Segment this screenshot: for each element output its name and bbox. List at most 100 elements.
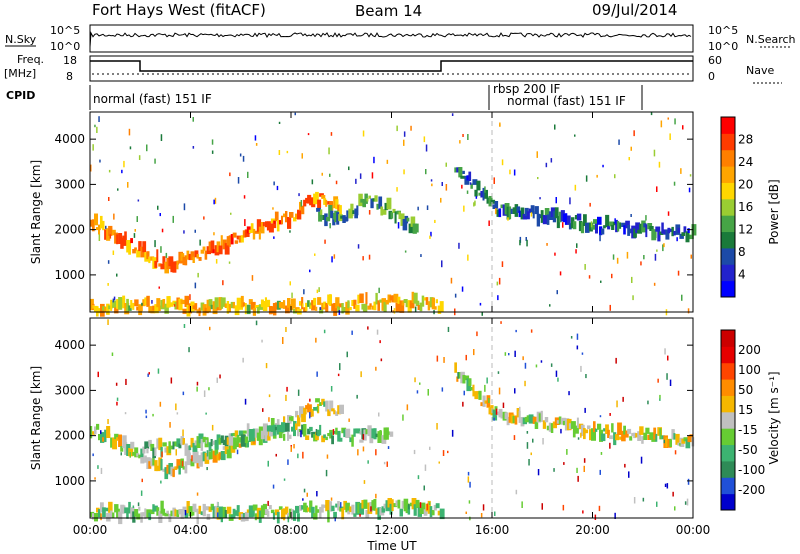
echo-speck	[484, 384, 486, 392]
echo-speck	[666, 483, 669, 489]
echo-cell	[180, 253, 185, 261]
echo-speck	[300, 430, 302, 438]
echo-cell	[90, 219, 94, 227]
echo-speck	[107, 283, 109, 286]
echo-speck	[315, 337, 317, 343]
echo-cell	[144, 455, 147, 463]
echo-cell	[405, 503, 409, 514]
echo-cell	[514, 204, 519, 217]
echo-cell	[472, 179, 478, 185]
echo-cell	[431, 510, 435, 516]
echo-cell	[309, 197, 312, 206]
echo-cell	[293, 510, 297, 521]
echo-speck	[160, 246, 162, 253]
echo-cell	[270, 426, 274, 432]
echo-cell	[278, 432, 283, 439]
echo-cell	[390, 211, 394, 219]
echo-speck	[451, 113, 454, 116]
echo-cell	[164, 303, 169, 314]
cpid-segment-2: rbsp 200 IF	[493, 82, 560, 96]
echo-cell	[283, 300, 286, 309]
echo-speck	[330, 132, 333, 136]
echo-cell	[371, 305, 375, 310]
colorbar-frame	[720, 329, 736, 511]
echo-speck	[94, 477, 96, 480]
echo-cell	[607, 429, 610, 438]
echo-cell	[283, 508, 286, 521]
echo-cell	[238, 430, 244, 436]
echo-cell	[339, 404, 344, 414]
echo-cell	[178, 465, 181, 475]
echo-cell	[146, 251, 150, 260]
echo-cell	[236, 434, 240, 442]
echo-speck	[215, 259, 218, 264]
echo-cell	[325, 436, 328, 441]
echo-cell	[124, 442, 128, 455]
echo-cell	[341, 303, 344, 314]
echo-speck	[161, 451, 163, 458]
colorbar-tick-label: 15	[738, 403, 753, 417]
echo-speck	[329, 223, 331, 229]
echo-cell	[192, 450, 196, 463]
y-tick-label: 2000	[54, 223, 85, 237]
echo-cell	[386, 197, 392, 210]
echo-cell	[242, 513, 247, 518]
echo-cell	[510, 414, 515, 424]
echo-speck	[378, 412, 380, 417]
echo-speck	[473, 202, 475, 207]
echo-cell	[591, 428, 596, 441]
echo-cell	[629, 228, 633, 234]
echo-cell	[542, 420, 547, 429]
echo-cell	[401, 500, 404, 509]
echo-cell	[214, 439, 219, 450]
echo-speck	[650, 112, 653, 116]
echo-speck	[664, 483, 667, 487]
echo-cell	[641, 436, 644, 444]
echo-speck	[375, 366, 377, 371]
echo-cell	[534, 206, 539, 215]
echo-cell	[387, 498, 392, 508]
colorbar-tick-label: -50	[738, 443, 758, 457]
echo-cell	[218, 297, 222, 310]
x-tick-label: 00:00	[676, 523, 711, 537]
beam-title: Beam 14	[355, 2, 422, 20]
echo-speck	[663, 439, 665, 444]
colorbar-swatch	[721, 428, 735, 446]
echo-speck	[496, 281, 499, 286]
echo-cell	[611, 423, 614, 433]
echo-speck	[647, 400, 649, 405]
echo-cell	[258, 434, 263, 446]
echo-cell	[615, 434, 620, 441]
colorbar-swatch	[721, 231, 735, 249]
echo-cell	[671, 429, 675, 440]
echo-cell	[216, 453, 220, 461]
echo-cell	[184, 443, 188, 456]
echo-speck	[600, 280, 602, 283]
echo-speck	[480, 513, 483, 518]
echo-cell	[106, 512, 111, 522]
echo-cell	[393, 503, 398, 508]
echo-cell	[250, 301, 256, 310]
echo-cell	[242, 302, 245, 307]
echo-cell	[278, 220, 283, 225]
echo-speck	[203, 390, 206, 397]
echo-cell	[252, 228, 256, 240]
echo-speck	[622, 396, 624, 402]
echo-cell	[657, 231, 661, 242]
echo-cell	[212, 440, 215, 445]
echo-cell	[331, 435, 334, 445]
echo-cell	[425, 297, 429, 305]
echo-cell	[154, 260, 158, 268]
echo-cell	[168, 441, 171, 454]
nave-tick-high: 60	[708, 54, 722, 67]
echo-cell	[327, 510, 330, 523]
echo-cell	[200, 438, 204, 451]
echo-cell	[566, 215, 571, 225]
echo-cell	[337, 430, 341, 442]
colorbar-tick-label: 16	[738, 200, 753, 214]
echo-speck	[562, 504, 565, 511]
echo-speck	[615, 357, 617, 364]
echo-cell	[400, 213, 405, 226]
colorbar-tick-label: 20	[738, 178, 753, 192]
echo-cell	[423, 509, 428, 516]
